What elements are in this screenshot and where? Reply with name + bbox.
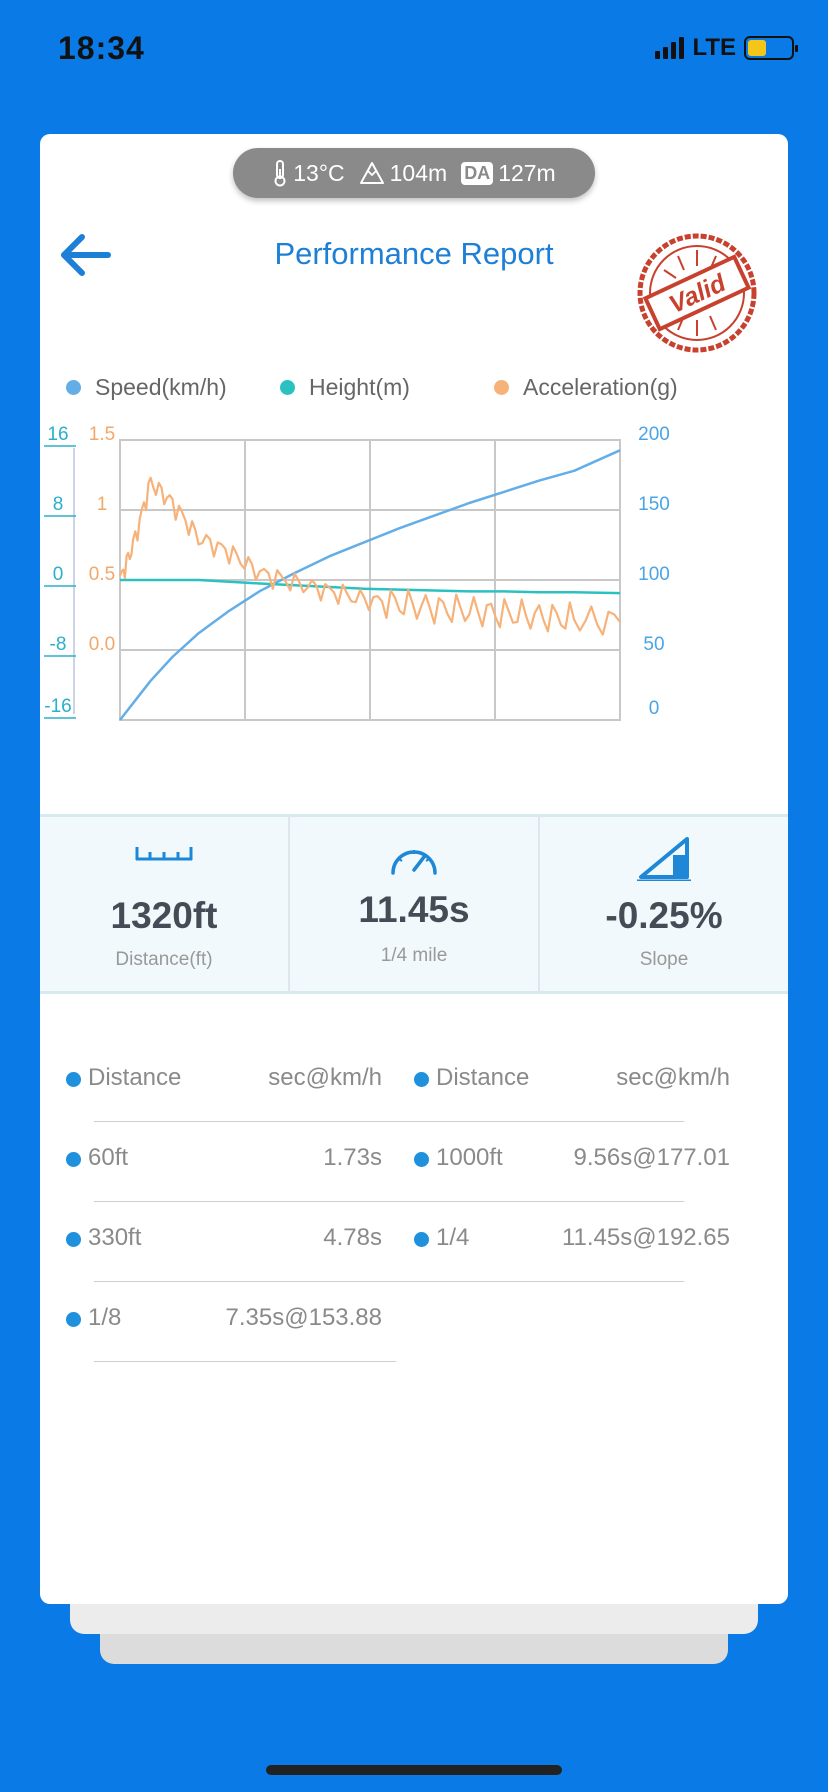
legend-acceleration-label: Acceleration(g)	[523, 374, 678, 400]
thermometer-icon	[274, 160, 286, 187]
legend-acceleration-dot	[494, 380, 509, 395]
density-altitude-badge: DA	[461, 161, 494, 185]
bullet-dot	[66, 1232, 81, 1247]
row-divider	[94, 1201, 684, 1202]
row-divider	[94, 1361, 396, 1362]
legend-height-dot	[280, 380, 295, 395]
status-indicators: LTE	[655, 34, 798, 62]
ruler-icon	[135, 847, 193, 861]
bullet-dot	[66, 1072, 81, 1087]
acceleration-series-line	[118, 476, 621, 636]
metric-slope-label: Slope	[639, 949, 689, 970]
split-row: 1/8 7.35s@153.88	[66, 1282, 396, 1362]
split-value: 9.56s@177.01	[573, 1144, 730, 1171]
home-indicator[interactable]	[266, 1765, 562, 1775]
bullet-dot	[414, 1152, 429, 1167]
splits-header-left: Distance sec@km/h	[66, 1042, 408, 1122]
acceleration-axis-tick-label: 0.0	[89, 634, 115, 655]
split-row: 60ft 1.73s	[66, 1122, 382, 1202]
split-value: 11.45s@192.65	[561, 1224, 730, 1251]
report-card: 13°C 104m DA 127m Performance Report	[40, 134, 788, 1604]
row-divider	[94, 1281, 684, 1282]
legend-acceleration: Acceleration(g)	[494, 374, 678, 401]
conditions-pill: 13°C 104m DA 127m	[233, 148, 595, 198]
temperature-value: 13°C	[293, 159, 345, 186]
split-row: 330ft 4.78s	[66, 1202, 382, 1282]
back-arrow-icon[interactable]	[58, 230, 114, 280]
legend-height: Height(m)	[280, 374, 410, 401]
legend-speed-dot	[66, 380, 81, 395]
legend-speed-label: Speed(km/h)	[95, 374, 227, 400]
height-axis-tick-label: -8	[50, 634, 67, 655]
height-axis-tick-label: 8	[53, 494, 64, 515]
acceleration-axis-tick-label: 0.5	[89, 564, 115, 585]
speed-axis-tick-label: 50	[643, 634, 664, 655]
split-name: 330ft	[88, 1224, 142, 1251]
split-name: 1/4	[436, 1224, 470, 1251]
altitude-item: 104m	[359, 159, 448, 187]
status-time: 18:34	[58, 30, 145, 66]
bullet-dot	[66, 1152, 81, 1167]
status-bar: 18:34 LTE	[0, 0, 828, 100]
split-name: 1/8	[88, 1304, 122, 1331]
density-altitude-item: DA 127m	[461, 160, 556, 187]
network-label: LTE	[692, 34, 736, 61]
metric-quarter-mile-value: 11.45s	[358, 889, 470, 930]
height-axis-tick-label: 0	[53, 564, 64, 585]
signal-icon	[655, 37, 685, 59]
metric-distance-value: 1320ft	[110, 895, 218, 936]
split-value: 4.78s	[323, 1224, 382, 1251]
performance-chart: 16 8 0 -8 -16 1.5 1 0.5 0.0 200 150 100 50 0	[44, 424, 670, 721]
altitude-value: 104m	[389, 159, 448, 186]
mountain-icon	[359, 162, 384, 184]
slope-icon	[637, 837, 691, 881]
split-row: 1000ft 9.56s@177.01	[94, 1122, 730, 1202]
split-header-name: Distance	[436, 1064, 530, 1091]
acceleration-axis-tick-label: 1.5	[89, 424, 115, 445]
speedometer-icon	[391, 850, 437, 875]
bullet-dot	[414, 1232, 429, 1247]
metrics-panel: 1320ft Distance(ft) 11.45s 1/4 mile -0.2…	[40, 814, 788, 994]
split-header-value: sec@km/h	[616, 1064, 730, 1091]
bullet-dot	[414, 1072, 429, 1087]
metric-slope-value: -0.25%	[605, 895, 723, 936]
temperature-item: 13°C	[272, 159, 345, 187]
speed-series-line	[119, 449, 621, 721]
split-header-value: sec@km/h	[268, 1064, 382, 1091]
height-axis-tick-label: -16	[44, 696, 71, 717]
density-altitude-value: 127m	[498, 159, 556, 186]
split-name: 60ft	[88, 1144, 129, 1171]
metric-quarter-mile-label: 1/4 mile	[380, 945, 448, 966]
split-name: 1000ft	[436, 1144, 503, 1171]
legend-height-label: Height(m)	[309, 374, 410, 400]
metric-distance: 1320ft Distance(ft)	[40, 817, 290, 991]
split-row: 1/4 11.45s@192.65	[94, 1202, 730, 1282]
split-value: 7.35s@153.88	[225, 1304, 382, 1331]
legend-speed: Speed(km/h)	[66, 374, 227, 401]
speed-axis-tick-label: 200	[638, 424, 670, 445]
row-divider	[94, 1121, 684, 1122]
acceleration-axis-tick-label: 1	[97, 494, 108, 515]
split-value: 1.73s	[323, 1144, 382, 1171]
battery-icon	[744, 36, 798, 60]
metric-slope: -0.25% Slope	[540, 817, 788, 991]
chart-legend: Speed(km/h) Height(m) Acceleration(g)	[62, 374, 782, 414]
height-axis-tick-label: 16	[47, 424, 68, 445]
metric-distance-label: Distance(ft)	[115, 949, 213, 970]
splits-header-right: Distance sec@km/h	[94, 1042, 730, 1122]
speed-axis-tick-label: 100	[638, 564, 670, 585]
page-title: Performance Report	[274, 236, 554, 271]
bullet-dot	[66, 1312, 81, 1327]
speed-axis-tick-label: 150	[638, 494, 670, 515]
split-header-name: Distance	[88, 1064, 182, 1091]
speed-axis-tick-label: 0	[649, 698, 660, 719]
metric-quarter-mile: 11.45s 1/4 mile	[290, 817, 540, 991]
valid-stamp-icon: Valid	[637, 233, 757, 353]
